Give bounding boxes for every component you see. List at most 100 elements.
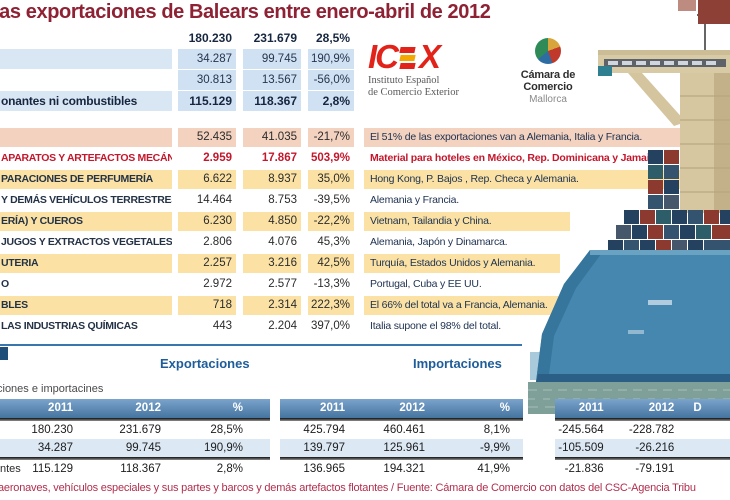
- destination-note: Hong Kong, P. Bajos , Rep. Checa y Alema…: [364, 170, 688, 189]
- value-pct: -22,2%: [308, 212, 354, 231]
- value-pct: 35,0%: [308, 170, 354, 189]
- value-2011: -105.509: [558, 442, 604, 454]
- value-pct: -39,5%: [313, 194, 350, 206]
- table-row: LAS INDUSTRIAS QUÍMICAS 443 2.204 397,0%…: [0, 317, 730, 336]
- icex-letter-x: X: [419, 38, 441, 75]
- col-2011: 2011: [48, 402, 73, 414]
- col-2012: 2012: [399, 402, 425, 414]
- products-table: 52.435 41.035 -21,7% El 51% de las expor…: [0, 128, 730, 338]
- value-pct: 28,5%: [315, 31, 350, 45]
- col-cut: D: [693, 402, 702, 414]
- value-2012: 2.204: [268, 320, 297, 332]
- value-pct: -21,7%: [308, 128, 354, 147]
- value-2011: 180.230: [31, 424, 73, 436]
- value-pct: 28,5%: [210, 424, 243, 436]
- value-2011: 115.129: [178, 91, 236, 111]
- value-2012: 118.367: [120, 463, 161, 475]
- value-pct: 42,5%: [308, 254, 354, 273]
- row-label: [0, 439, 26, 457]
- value-2011: 180.230: [188, 31, 232, 45]
- camara-region: Mallorca: [529, 94, 567, 105]
- import-table: 2011 2012 % 425.794 460.461 8,1% 139.797…: [280, 399, 523, 478]
- table-row: 180.230 231.679 28,5%: [0, 28, 354, 48]
- table-row: 52.435 41.035 -21,7% El 51% de las expor…: [0, 128, 730, 147]
- destination-note: Italia supone el 98% del total.: [370, 320, 501, 332]
- value-2012: -26.216: [635, 442, 675, 454]
- icex-logo: IC X Instituto Español de Comercio Exter…: [368, 40, 459, 99]
- camara-comercio-logo: Cámara de Comercio Mallorca: [496, 38, 600, 105]
- value-empty: [679, 421, 730, 439]
- table-row: -105.509 -26.216: [555, 439, 730, 457]
- destination-note: Portugal, Cuba y EE UU.: [370, 278, 482, 290]
- value-2011: -21.836: [564, 463, 604, 475]
- value-2011: 115.129: [32, 463, 73, 475]
- camara-emblem-icon: [535, 38, 561, 64]
- category-label: [0, 128, 172, 147]
- cropped-label-box: [0, 347, 8, 360]
- value-2011: 14.464: [196, 194, 232, 206]
- table-row: PARACIONES DE PERFUMERÍA 6.622 8.937 35,…: [0, 170, 730, 189]
- value-2011: 2.257: [178, 254, 236, 273]
- table-header: 2011 2012 %: [280, 399, 523, 418]
- icex-flag-e-icon: [399, 44, 416, 69]
- value-2011: -245.564: [558, 424, 604, 436]
- table-row: O 2.972 2.577 -13,3% Portugal, Cuba y EE…: [0, 275, 730, 294]
- table-row: 34.287 99.745 190,9%: [0, 439, 270, 457]
- value-2012: 4.076: [268, 236, 297, 248]
- value-2012: 4.850: [243, 212, 301, 231]
- value-pct: 8,1%: [483, 424, 510, 436]
- value-2012: -228.782: [628, 424, 675, 436]
- row-label: [0, 421, 26, 439]
- value-2012: 13.567: [243, 70, 301, 90]
- value-2011: 425.794: [303, 424, 345, 436]
- col-2012: 2012: [135, 402, 161, 414]
- category-label: LAS INDUSTRIAS QUÍMICAS: [1, 320, 138, 332]
- value-2011: 2.972: [203, 278, 232, 290]
- value-pct: 2,8%: [308, 91, 354, 111]
- value-2011: 34.287: [37, 442, 73, 454]
- export-table: 2011 2012 % 180.230 231.679 28,5% 34.287…: [0, 399, 270, 478]
- row-label: onantes ni combustibles: [0, 91, 172, 111]
- value-2012: 194.321: [383, 463, 425, 475]
- table-row: APARATOS Y ARTEFACTOS MECÁNICOS 2.959 17…: [0, 149, 730, 168]
- value-pct: 503,9%: [310, 152, 350, 164]
- value-pct: 222,3%: [308, 296, 354, 315]
- destination-note: Vietnam, Tailandia y China.: [364, 212, 570, 231]
- category-label: Y DEMÁS VEHÍCULOS TERRESTRES: [1, 194, 172, 206]
- destination-note: Alemania y Francia.: [370, 194, 459, 206]
- page-title: las exportaciones de Balears entre enero…: [0, 1, 491, 23]
- destination-note: El 51% de las exportaciones van a Aleman…: [364, 128, 688, 147]
- value-2011: 6.230: [178, 212, 236, 231]
- value-empty: [679, 439, 730, 457]
- table-row: 180.230 231.679 28,5%: [0, 421, 270, 439]
- value-2012: 8.937: [243, 170, 301, 189]
- row-label: ntes: [0, 463, 21, 475]
- table-header: 2011 2012 %: [0, 399, 270, 418]
- col-pct: %: [232, 402, 243, 414]
- category-label: O: [1, 278, 9, 290]
- value-2012: 460.461: [383, 424, 425, 436]
- value-2011: 136.965: [303, 463, 345, 475]
- table-row: -245.564 -228.782: [555, 421, 730, 439]
- table-row: 34.287 99.745 190,9%: [0, 49, 354, 69]
- exportaciones-header: Exportaciones: [160, 356, 250, 371]
- icex-wordmark: IC X: [368, 38, 459, 75]
- value-pct: 190,9%: [308, 49, 354, 69]
- table-row: ntes 115.129 118.367 2,8%: [0, 460, 270, 478]
- value-2012: 8.753: [268, 194, 297, 206]
- category-label: PARACIONES DE PERFUMERÍA: [0, 170, 172, 189]
- importaciones-header: Importaciones: [413, 356, 502, 371]
- icex-letters-ic: IC: [368, 38, 399, 75]
- divider-bar: [0, 418, 270, 421]
- value-2011: 443: [212, 320, 232, 332]
- value-pct: 45,3%: [317, 236, 350, 248]
- destination-note: Alemania, Japón y Dinamarca.: [370, 236, 508, 248]
- value-2012: 231.679: [253, 31, 297, 45]
- table-row: UTERIA 2.257 3.216 42,5% Turquía, Estado…: [0, 254, 730, 273]
- destination-note: Turquía, Estados Unidos y Alemania.: [364, 254, 560, 273]
- row-label: [0, 49, 172, 69]
- value-empty: [679, 460, 730, 478]
- value-pct: 2,8%: [216, 463, 243, 475]
- value-2012: 118.367: [243, 91, 301, 111]
